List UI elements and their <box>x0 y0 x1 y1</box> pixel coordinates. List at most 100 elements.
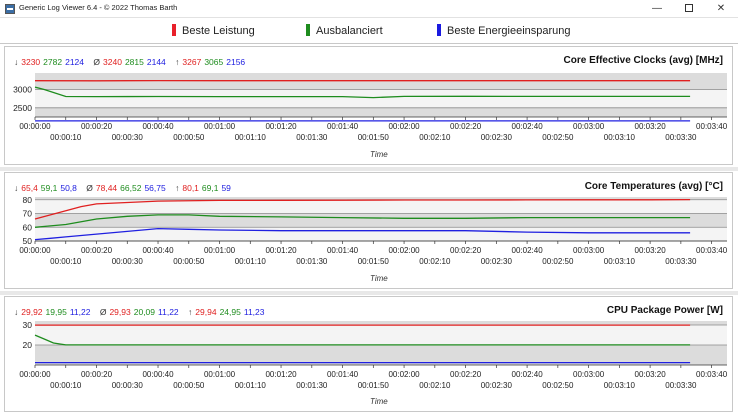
stat-max-green: 3065 <box>204 57 224 67</box>
max-symbol: ↑ <box>175 183 180 193</box>
stat-avg-blue: 2144 <box>146 57 166 67</box>
x-tick-label: 00:02:30 <box>481 381 513 390</box>
power-chart[interactable]: 20 30 00:00:00 00:00:20 00:00:40 00:01:00 00:0… <box>5 319 734 401</box>
plot-band <box>35 199 727 214</box>
chart-panel-temperatures: ↓ 65,4 59,1 50,8 Ø 78,44 66,52 56,75 ↑ 80,1 69,1… <box>4 172 733 289</box>
y-tick-label: 50 <box>23 236 33 246</box>
stat-max-green: 69,1 <box>201 183 219 193</box>
legend-bar: Beste Leistung Ausbalanciert Beste Energ… <box>0 18 738 44</box>
x-axis-label: Time <box>370 274 388 283</box>
app-icon <box>5 4 15 14</box>
x-tick-label: 00:00:10 <box>50 133 82 142</box>
series-line <box>34 214 691 228</box>
stat-min-green: 59,1 <box>40 183 58 193</box>
x-tick-label: 00:00:40 <box>142 370 174 379</box>
close-button[interactable]: ✕ <box>716 3 726 14</box>
x-tick-label: 00:00:00 <box>19 370 51 379</box>
x-tick-label: 00:03:00 <box>573 246 605 255</box>
stat-max-blue: 59 <box>221 183 231 193</box>
plot-band <box>35 213 727 228</box>
x-tick-label: 00:01:40 <box>327 246 359 255</box>
stat-avg-red: 3240 <box>103 57 122 67</box>
x-tick-label: 00:00:20 <box>81 370 113 379</box>
x-tick-label: 00:00:30 <box>112 257 144 266</box>
plot-band <box>35 325 727 345</box>
stat-max-blue: 11,23 <box>243 307 265 317</box>
x-tick-label: 00:02:30 <box>481 257 513 266</box>
stat-min-blue: 50,8 <box>60 183 77 193</box>
x-tick-label: 00:02:10 <box>419 133 451 142</box>
x-tick-label: 00:00:10 <box>50 257 82 266</box>
x-tick-label: 00:03:40 <box>696 246 728 255</box>
x-tick-label: 00:01:10 <box>235 257 267 266</box>
stat-avg-green: 2815 <box>124 57 144 67</box>
stat-min-red: 65,4 <box>21 183 38 193</box>
x-tick-label: 00:03:20 <box>635 370 667 379</box>
plot-band <box>35 107 727 117</box>
x-tick-label: 00:01:30 <box>296 133 328 142</box>
x-tick-label: 00:03:30 <box>665 133 697 142</box>
legend-item-ausbalanciert[interactable]: Ausbalanciert <box>306 24 383 38</box>
plot-band <box>35 227 727 241</box>
legend-swatch <box>437 24 441 36</box>
stat-min-green: 2782 <box>43 57 63 67</box>
min-symbol: ↓ <box>14 307 19 317</box>
x-tick-label: 00:01:30 <box>296 381 328 390</box>
stat-avg-red: 78,44 <box>95 183 118 193</box>
legend-item-beste-leistung[interactable]: Beste Leistung <box>172 24 255 38</box>
x-tick-label: 00:00:30 <box>112 133 144 142</box>
stat-avg-blue: 11,22 <box>158 307 179 317</box>
panel-stats: ↓ 29,92 19,95 11,22 Ø 29,93 20,09 11,22 ↑ 29,94… <box>14 307 267 317</box>
x-tick-label: 00:00:10 <box>50 381 82 390</box>
legend-label: Beste Leistung <box>182 25 255 37</box>
x-tick-label: 00:02:10 <box>419 381 451 390</box>
minimize-button[interactable]: — <box>652 3 662 14</box>
y-tick-label: 70 <box>23 209 33 219</box>
x-tick-label: 00:03:40 <box>696 122 728 131</box>
panel-stats: ↓ 65,4 59,1 50,8 Ø 78,44 66,52 56,75 ↑ 80,1 69,1… <box>14 183 234 193</box>
x-tick-label: 00:02:40 <box>512 246 544 255</box>
x-tick-label: 00:02:30 <box>481 133 513 142</box>
x-tick-label: 00:01:20 <box>265 122 297 131</box>
plot-band <box>35 345 727 365</box>
series-line <box>34 334 691 346</box>
y-tick-label: 30 <box>23 320 33 330</box>
y-tick-label: 60 <box>23 222 33 232</box>
clocks-chart[interactable]: 2500 3000 00:00:00 00:00:20 00:00:40 00:01:00… <box>5 71 734 153</box>
maximize-button[interactable] <box>673 0 705 18</box>
x-tick-label: 00:03:20 <box>635 246 667 255</box>
temperatures-chart[interactable]: 50 60 70 80 00:00:00 00:00:20 00:00:40 00:01:00… <box>5 195 734 277</box>
x-tick-label: 00:02:50 <box>542 381 574 390</box>
max-symbol: ↑ <box>188 307 193 317</box>
x-tick-label: 00:01:20 <box>265 370 297 379</box>
legend-item-beste-energieeinsparung[interactable]: Beste Energieeinsparung <box>437 24 571 38</box>
plot-band <box>35 197 727 200</box>
x-tick-label: 00:03:10 <box>604 133 636 142</box>
stat-avg-blue: 56,75 <box>144 183 166 193</box>
panel-splitter[interactable] <box>0 291 738 295</box>
panel-title: CPU Package Power [W] <box>606 305 723 316</box>
y-tick-label: 2500 <box>13 103 32 113</box>
x-tick-label: 00:03:40 <box>696 370 728 379</box>
x-tick-label: 00:01:40 <box>327 370 359 379</box>
stat-max-red: 80,1 <box>182 183 199 193</box>
x-tick-label: 00:00:50 <box>173 257 205 266</box>
series-line <box>34 86 691 99</box>
stat-max-green: 24,95 <box>219 307 241 317</box>
stat-avg-red: 29,93 <box>109 307 131 317</box>
stat-min-blue: 2124 <box>65 57 85 67</box>
x-tick-label: 00:03:00 <box>573 122 605 131</box>
min-symbol: ↓ <box>14 57 19 67</box>
y-tick-label: 20 <box>23 340 33 350</box>
x-tick-label: 00:01:50 <box>358 133 390 142</box>
legend-label: Beste Energieeinsparung <box>447 25 571 37</box>
legend-swatch <box>306 24 310 36</box>
x-tick-label: 00:02:00 <box>388 246 420 255</box>
x-tick-label: 00:03:00 <box>573 370 605 379</box>
x-tick-label: 00:00:30 <box>112 381 144 390</box>
x-tick-label: 00:00:00 <box>19 246 51 255</box>
panel-splitter[interactable] <box>0 167 738 171</box>
x-tick-label: 00:01:40 <box>327 122 359 131</box>
stat-min-green: 19,95 <box>45 307 67 317</box>
avg-symbol: Ø <box>86 183 93 193</box>
